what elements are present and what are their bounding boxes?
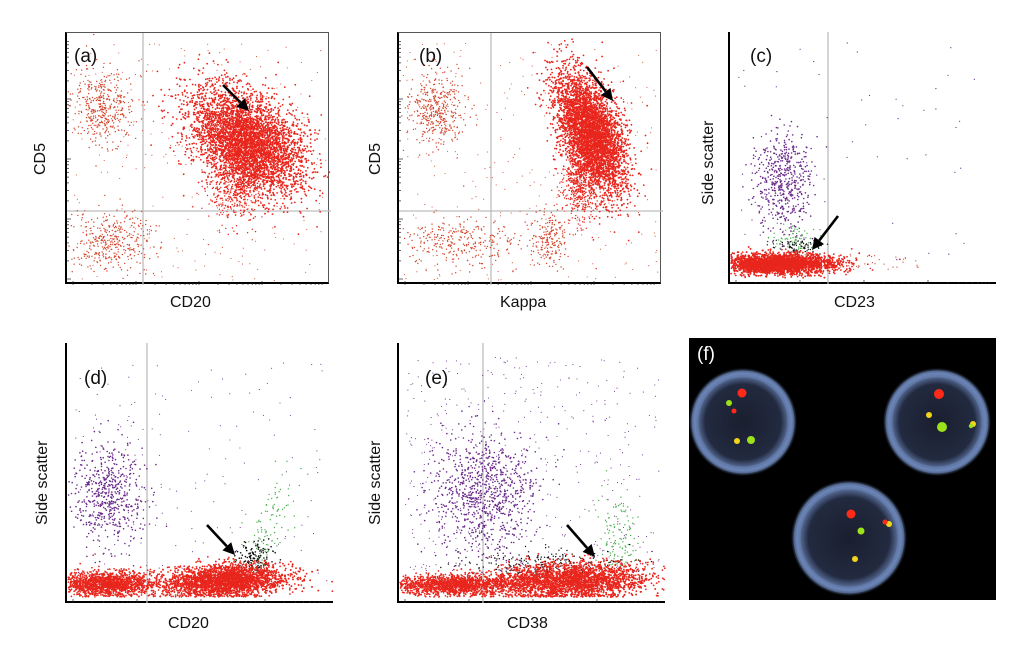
arrow-b [585,66,613,101]
y-axis-label-e: Side scatter [367,441,385,525]
x-axis-label-d: CD20 [168,615,209,633]
population-lower-right-b [518,203,580,272]
fish-green-signal [937,422,947,432]
y-axis-label-c: Side scatter [700,121,718,205]
nucleus-rim [691,370,795,474]
x-axis-label-a: CD20 [170,294,211,312]
y-ticks-a [67,41,71,280]
x-ticks-b [404,281,655,285]
population-red-left-d [67,554,199,598]
nucleus-2 [883,368,991,476]
scatter-plot-d [67,343,334,603]
arrow-e [566,524,595,557]
y-axis-label-b: CD5 [367,143,385,175]
nucleus-1 [689,368,797,476]
panel-label-e: (e) [425,368,448,390]
fish-red-signal [882,519,888,525]
x-ticks-a [72,281,323,285]
y-axis-label-d: Side scatter [34,441,52,525]
population-green-c [767,222,822,256]
nucleus-body [689,368,797,476]
fish-green-signal [968,423,974,429]
x-ticks-c [735,280,990,284]
nucleus-3 [791,480,907,596]
population-lower-left-a [68,194,163,280]
fish-red-signal [731,408,737,414]
plot-area-a [65,32,331,285]
arrow-a [222,84,249,111]
population-green-d [233,460,309,596]
population-red-main-d [76,556,334,598]
plot-area-d [65,343,334,603]
population-purple-d [67,419,168,574]
population-main-a [142,52,331,236]
panel-label-d: (d) [84,368,107,390]
x-ticks-d [72,599,327,603]
x-axis-label-b: Kappa [500,294,546,312]
panel-e: (e) CD38 Side scatter [345,335,685,657]
panel-c: (c) CD23 Side scatter [690,0,1026,320]
arrow-d [206,524,235,555]
panel-label-c: (c) [750,46,772,68]
x-axis-label-c: CD23 [834,294,875,312]
scatter-plot-b [399,33,663,285]
panel-d: (d) CD20 Side scatter [0,335,340,657]
nucleus-body [883,368,991,476]
sparse-events-b [402,42,659,281]
population-green-e [588,470,644,597]
fish-red-signal [846,509,856,519]
arrow-c [812,215,840,250]
population-red-c [730,246,901,279]
sparse-events-a [71,43,327,281]
nucleus-body [791,480,907,596]
population-tail-a [190,123,282,236]
panel-b: (b) Kappa CD5 [345,0,685,320]
population-upper-left-b [401,58,478,187]
nucleus-rim [885,370,989,474]
population-upper-left-a [67,33,155,167]
panel-label-a: (a) [74,46,97,68]
fish-red-signal [934,389,944,399]
x-axis-label-e: CD38 [507,615,548,633]
population-main-b [526,38,653,242]
population-tail-b [551,126,605,270]
fish-yellow-signal [926,412,932,418]
scatter-plot-a [67,33,331,285]
quadrant-gates-b [399,33,663,285]
population-lower-left-b [402,211,526,275]
x-ticks-e [404,599,659,603]
panel-f-fish-image: (f) [689,338,996,600]
y-ticks-b [399,41,403,280]
population-red-main-e [442,553,666,598]
panel-label-b: (b) [419,46,442,68]
fish-red-signal [737,388,747,398]
plot-area-b [397,32,663,285]
nucleus-rim [793,482,905,594]
fish-green-signal [747,436,755,444]
plot-area-e [397,343,666,603]
population-red-left-e [399,568,581,598]
panel-label-f: (f) [697,344,715,366]
population-purple-e [407,405,565,574]
fish-yellow-signal [852,556,858,562]
panel-a: (a) CD20 CD5 [0,0,340,320]
plot-area-c [728,32,996,284]
scatter-plot-c [730,32,990,284]
population-purple-c [742,114,828,250]
fish-green-signal [857,527,865,535]
scatter-plot-e [399,343,666,603]
y-axis-label-a: CD5 [32,143,50,175]
fish-yellow-signal [886,521,892,527]
fish-green-signal [726,400,732,406]
quadrant-gates-a [67,33,331,285]
fish-nuclei-image [689,368,991,596]
fish-yellow-signal [734,438,740,444]
